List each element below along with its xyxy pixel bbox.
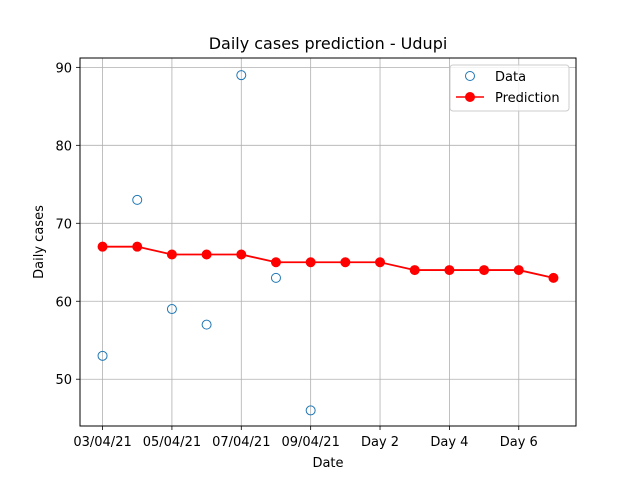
prediction-point: [270, 257, 281, 268]
legend: Data Prediction: [449, 64, 570, 112]
x-tick-label: Day 6: [500, 435, 538, 450]
legend-prediction-marker: [465, 92, 475, 102]
data-point: [97, 350, 108, 361]
y-tick-label: 60: [55, 295, 72, 310]
y-tick-label: 90: [55, 61, 72, 76]
prediction-line: [102, 245, 554, 279]
legend-data-label: Data: [495, 70, 526, 85]
prediction-point: [513, 265, 524, 276]
prediction-point: [305, 257, 316, 268]
axis-ticks: 03/04/21 05/04/21 07/04/21 09/04/21 Day 2 Day…: [55, 61, 537, 450]
x-tick-label: 03/04/21: [73, 435, 131, 450]
data-point: [132, 194, 143, 205]
legend-prediction-label: Prediction: [495, 91, 560, 106]
prediction-point: [479, 265, 490, 276]
x-tick-label: Day 2: [361, 435, 399, 450]
data-point: [201, 319, 212, 330]
legend-box: [449, 64, 570, 112]
x-tick-label: 09/04/21: [281, 435, 339, 450]
prediction-point: [548, 272, 559, 283]
y-tick-label: 70: [55, 217, 72, 232]
x-axis-label: Date: [312, 456, 343, 471]
plot-series: [97, 70, 559, 416]
prediction-point: [236, 249, 247, 260]
x-tick-label: Day 4: [430, 435, 468, 450]
x-tick-label: 05/04/21: [143, 435, 201, 450]
legend-data-marker: [465, 71, 475, 81]
prediction-point: [409, 265, 420, 276]
data-point: [166, 304, 177, 315]
plot-frame: [79, 57, 577, 427]
data-point: [270, 272, 281, 283]
grid: [80, 58, 576, 426]
data-point: [236, 70, 247, 81]
prediction-point: [340, 257, 351, 268]
chart-title: Daily cases prediction - Udupi: [209, 34, 448, 53]
prediction-point: [132, 241, 143, 252]
y-tick-label: 80: [55, 139, 72, 154]
prediction-point: [97, 241, 108, 252]
prediction-point: [375, 257, 386, 268]
data-point: [305, 405, 316, 416]
prediction-point: [201, 249, 212, 260]
prediction-point: [166, 249, 177, 260]
x-tick-label: 07/04/21: [212, 435, 270, 450]
prediction-point: [444, 265, 455, 276]
y-axis-label: Daily cases: [32, 205, 47, 279]
y-tick-label: 50: [55, 373, 72, 388]
